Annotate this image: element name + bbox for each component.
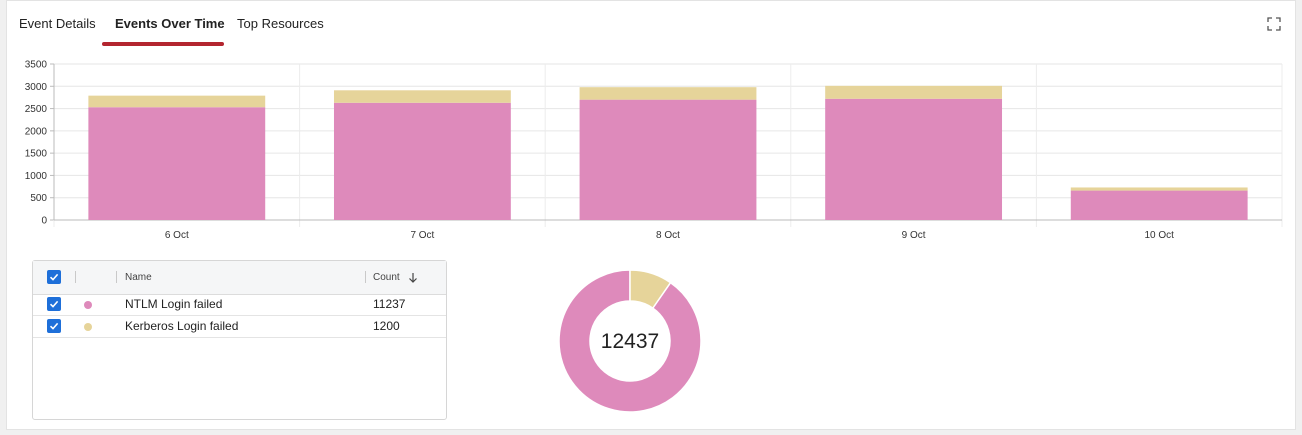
table-row[interactable]: NTLM Login failed 11237 bbox=[33, 294, 446, 316]
bar-ntlm[interactable] bbox=[1070, 190, 1248, 220]
tab-top-resources[interactable]: Top Resources bbox=[237, 16, 324, 31]
x-tick-label: 8 Oct bbox=[656, 230, 680, 241]
row-checkbox[interactable] bbox=[47, 319, 61, 333]
sort-descending-icon[interactable] bbox=[408, 272, 418, 283]
x-tick-label: 7 Oct bbox=[410, 230, 434, 241]
row-name: NTLM Login failed bbox=[125, 297, 223, 311]
check-icon bbox=[49, 322, 59, 330]
grid-header: Name Count bbox=[33, 261, 446, 295]
tab-bar: Event Details Events Over Time Top Resou… bbox=[7, 1, 1295, 47]
column-separator bbox=[365, 271, 366, 283]
bar-kerberos[interactable] bbox=[1070, 187, 1248, 191]
check-icon bbox=[49, 300, 59, 308]
x-tick-label: 10 Oct bbox=[1144, 230, 1174, 241]
series-color-dot bbox=[84, 323, 92, 331]
y-tick-label: 0 bbox=[41, 216, 47, 227]
name-column-header[interactable]: Name bbox=[125, 272, 152, 283]
donut-total: 12437 bbox=[601, 330, 659, 353]
x-tick-label: 6 Oct bbox=[165, 230, 189, 241]
events-donut-chart: 12437 bbox=[558, 269, 702, 413]
donut-slice-kerberos[interactable] bbox=[629, 269, 672, 310]
bar-ntlm[interactable] bbox=[825, 98, 1003, 220]
bar-kerberos[interactable] bbox=[88, 95, 266, 108]
bar-ntlm[interactable] bbox=[579, 99, 757, 220]
y-tick-label: 1500 bbox=[25, 149, 48, 160]
event-types-grid: Name Count NTLM Login failed 11237 Kerbero… bbox=[32, 260, 447, 420]
tab-event-details[interactable]: Event Details bbox=[19, 16, 96, 31]
series-color-dot bbox=[84, 301, 92, 309]
fullscreen-icon[interactable] bbox=[1267, 17, 1281, 31]
y-tick-label: 500 bbox=[30, 193, 47, 204]
bar-ntlm[interactable] bbox=[333, 102, 511, 220]
column-separator bbox=[116, 271, 117, 283]
count-column-header[interactable]: Count bbox=[373, 272, 400, 283]
y-tick-label: 1000 bbox=[25, 171, 48, 182]
row-count: 11237 bbox=[373, 297, 406, 311]
column-separator bbox=[75, 271, 76, 283]
x-tick-label: 9 Oct bbox=[902, 230, 926, 241]
check-icon bbox=[49, 273, 59, 281]
donut-slice-ntlm[interactable] bbox=[558, 269, 702, 413]
bar-kerberos[interactable] bbox=[825, 85, 1003, 99]
y-tick-label: 3500 bbox=[25, 60, 48, 71]
row-count: 1200 bbox=[373, 319, 400, 333]
y-tick-label: 2500 bbox=[25, 104, 48, 115]
row-name: Kerberos Login failed bbox=[125, 319, 239, 333]
active-tab-indicator bbox=[102, 42, 224, 46]
bar-kerberos[interactable] bbox=[333, 90, 511, 103]
row-checkbox[interactable] bbox=[47, 297, 61, 311]
tab-events-over-time[interactable]: Events Over Time bbox=[115, 16, 225, 31]
events-panel: Event Details Events Over Time Top Resou… bbox=[6, 0, 1296, 430]
y-tick-label: 3000 bbox=[25, 82, 48, 93]
events-bar-chart: 0 500 1000 1500 2000 2500 3000 3500 6 Oct 7 Oct 8 … bbox=[25, 60, 1283, 241]
select-all-checkbox[interactable] bbox=[47, 270, 61, 284]
y-tick-label: 2000 bbox=[25, 126, 48, 137]
bar-kerberos[interactable] bbox=[579, 87, 757, 100]
table-row[interactable]: Kerberos Login failed 1200 bbox=[33, 316, 446, 338]
bar-ntlm[interactable] bbox=[88, 107, 266, 220]
